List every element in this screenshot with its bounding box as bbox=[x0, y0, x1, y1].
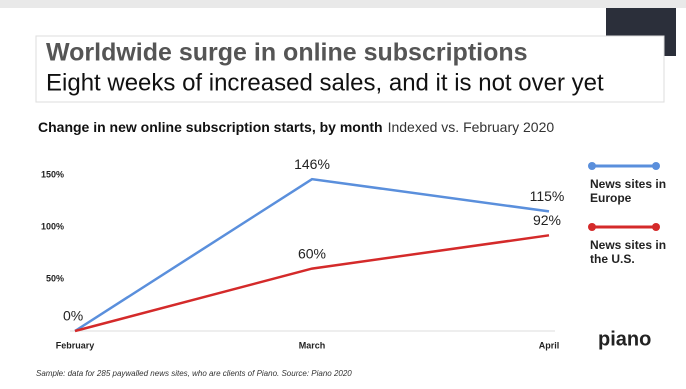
chart-title-main: Change in new online subscription starts… bbox=[38, 119, 383, 135]
value-label: 60% bbox=[298, 245, 326, 261]
x-tick-label: April bbox=[539, 340, 560, 350]
y-tick-label: 150% bbox=[41, 169, 64, 179]
legend-dot bbox=[652, 223, 660, 231]
line bbox=[74, 177, 550, 333]
logo: piano bbox=[598, 328, 651, 350]
legend-label: News sites in the U.S. bbox=[590, 238, 667, 266]
source-note: Sample: data for 285 paywalled news site… bbox=[36, 369, 352, 378]
chart-subtitle: Indexed vs. February 2020 bbox=[388, 119, 555, 135]
value-label: 0% bbox=[63, 308, 83, 324]
legend-dot bbox=[588, 162, 596, 170]
title-box bbox=[35, 35, 665, 103]
y-tick-label: 50% bbox=[46, 273, 64, 283]
legend-dot bbox=[652, 162, 660, 170]
line bbox=[74, 234, 550, 333]
x-tick-label: March bbox=[299, 340, 326, 350]
value-label: 92% bbox=[533, 212, 561, 228]
value-label: 146% bbox=[294, 156, 330, 172]
slide-subtitle: Eight weeks of increased sales, and it i… bbox=[46, 69, 604, 96]
slide-title: Worldwide surge in online subscriptions bbox=[46, 39, 528, 67]
chart-title: Change in new online subscription starts… bbox=[38, 119, 554, 135]
x-tick-label: February bbox=[56, 340, 95, 350]
legend-dot bbox=[588, 223, 596, 231]
value-label: 115% bbox=[530, 188, 565, 204]
y-tick-label: 100% bbox=[41, 221, 64, 231]
legend-label: News sites in Europe bbox=[590, 177, 667, 205]
